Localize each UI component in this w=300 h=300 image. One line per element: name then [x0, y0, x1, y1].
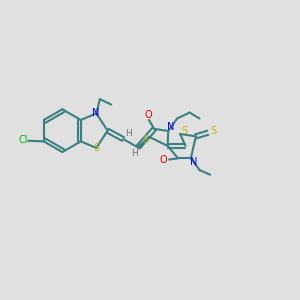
Text: N: N: [190, 157, 197, 167]
Text: N: N: [92, 108, 100, 118]
Text: O: O: [144, 110, 152, 120]
Text: S: S: [181, 126, 187, 136]
Text: O: O: [160, 155, 168, 165]
Text: Cl: Cl: [18, 135, 28, 145]
Text: H: H: [125, 129, 131, 138]
Text: N: N: [167, 122, 174, 132]
Text: S: S: [142, 136, 148, 146]
Text: S: S: [94, 143, 100, 153]
Text: H: H: [131, 149, 138, 158]
Text: S: S: [210, 126, 216, 136]
